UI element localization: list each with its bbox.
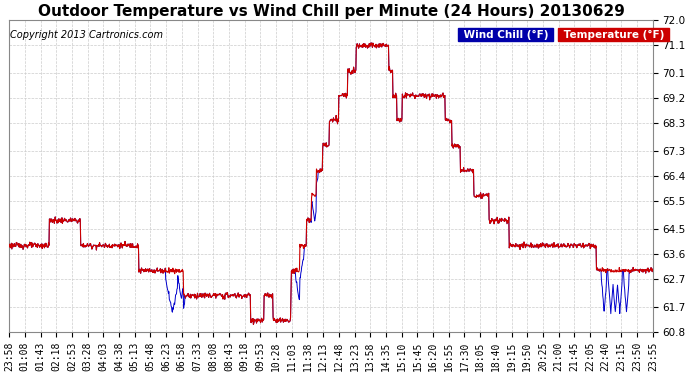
Text: Wind Chill (°F): Wind Chill (°F)	[460, 30, 552, 40]
Text: Temperature (°F): Temperature (°F)	[560, 30, 667, 40]
Title: Outdoor Temperature vs Wind Chill per Minute (24 Hours) 20130629: Outdoor Temperature vs Wind Chill per Mi…	[37, 4, 624, 19]
Text: Copyright 2013 Cartronics.com: Copyright 2013 Cartronics.com	[10, 30, 163, 40]
